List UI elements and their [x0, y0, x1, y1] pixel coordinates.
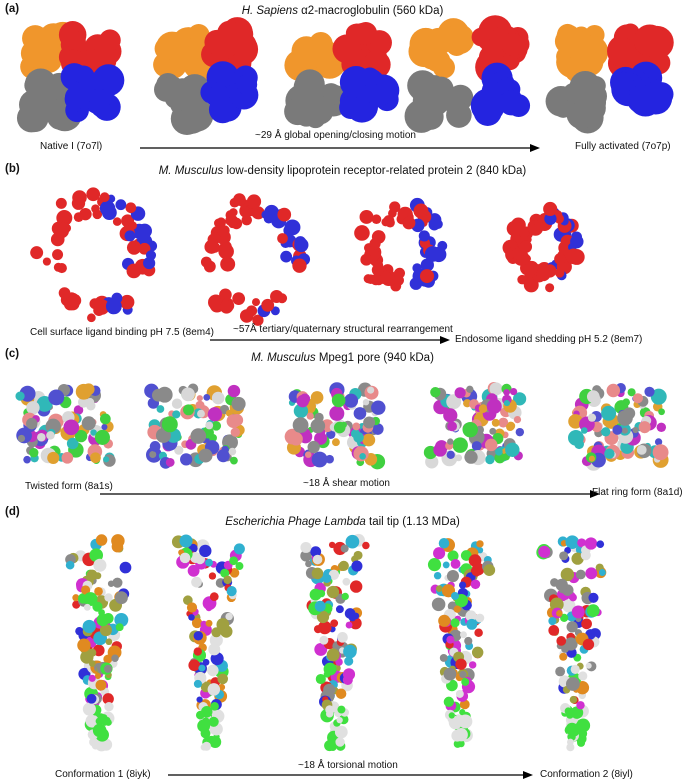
panel-title: H. Sapiens α2-macroglobulin (560 kDa)	[0, 5, 685, 17]
panel-title-rest: Mpeg1 pore (940 kDa)	[315, 352, 434, 364]
panel-title-rest: tail tip (1.13 MDa)	[365, 516, 460, 528]
structure-rendering	[171, 534, 245, 751]
end-state-caption: Conformation 2 (8iyl)	[540, 769, 633, 780]
structure-rendering	[536, 535, 607, 752]
motion-arrow	[100, 490, 600, 498]
panel-label: (d)	[5, 506, 20, 518]
structure-rendering	[568, 382, 669, 471]
structure-rendering	[30, 187, 158, 323]
structure-rendering	[404, 15, 531, 133]
panel-title-species: H. Sapiens	[241, 5, 298, 17]
structure-rendering	[144, 383, 246, 469]
panel-title-species: M. Musculus	[251, 352, 316, 364]
structure-rendering	[300, 533, 370, 752]
start-state-caption: Twisted form (8a1s)	[25, 481, 113, 492]
panel-d: (d) Escherichia Phage Lambda tail tip (1…	[0, 505, 685, 782]
motion-caption: ~18 Å torsional motion	[298, 760, 398, 771]
structure-rendering	[16, 21, 125, 133]
panel-label: (a)	[5, 3, 20, 15]
structure-rendering	[153, 17, 259, 135]
end-state-caption: Endosome ligand shedding pH 5.2 (8em7)	[455, 334, 643, 345]
panel-title-species: M. Musculus	[158, 165, 224, 177]
structure-rendering	[423, 381, 527, 469]
structure-rendering	[545, 23, 674, 134]
motion-arrow	[210, 336, 450, 344]
start-state-caption: Cell surface ligand binding pH 7.5 (8em4…	[30, 327, 214, 338]
motion-arrow	[168, 771, 533, 779]
end-state-caption: Fully activated (7o7p)	[575, 141, 671, 152]
panel-label: (b)	[5, 163, 20, 175]
panel-title-species: Escherichia Phage Lambda	[225, 516, 366, 528]
start-state-caption: Conformation 1 (8iyk)	[55, 769, 151, 780]
structure-rendering	[284, 382, 386, 470]
panel-title-rest: low-density lipoprotein receptor-related…	[223, 165, 527, 177]
motion-caption: ~29 Å global opening/closing motion	[255, 130, 416, 141]
start-state-caption: Native I (7o7l)	[40, 141, 103, 152]
panel-title: M. Musculus low-density lipoprotein rece…	[0, 165, 685, 177]
panel-label: (c)	[5, 348, 20, 360]
panel-a: (a) H. Sapiens α2-macroglobulin (560 kDa…	[0, 0, 685, 160]
structure-rendering	[65, 534, 132, 752]
structure-rendering	[502, 201, 585, 293]
structure-row	[0, 0, 685, 160]
motion-caption: ~18 Å shear motion	[303, 478, 390, 489]
structure-rendering	[427, 537, 496, 748]
structure-row	[0, 505, 685, 782]
structure-rendering	[354, 197, 448, 292]
panel-title-rest: α2-macroglobulin (560 kDa)	[297, 5, 444, 17]
structure-row	[0, 160, 685, 345]
panel-title: M. Musculus Mpeg1 pore (940 kDa)	[0, 352, 685, 364]
motion-caption: ~57Å tertiary/quaternary structural rear…	[233, 324, 453, 335]
motion-arrow	[140, 144, 540, 152]
panel-b: (b) M. Musculus low-density lipoprotein …	[0, 160, 685, 345]
structure-rendering	[200, 193, 311, 326]
panel-title: Escherichia Phage Lambda tail tip (1.13 …	[0, 516, 685, 528]
panel-c: (c) M. Musculus Mpeg1 pore (940 kDa) Twi…	[0, 345, 685, 505]
structure-rendering	[15, 383, 116, 467]
structure-rendering	[284, 22, 400, 129]
end-state-caption: Flat ring form (8a1d)	[592, 487, 683, 498]
structure-row	[0, 345, 685, 505]
